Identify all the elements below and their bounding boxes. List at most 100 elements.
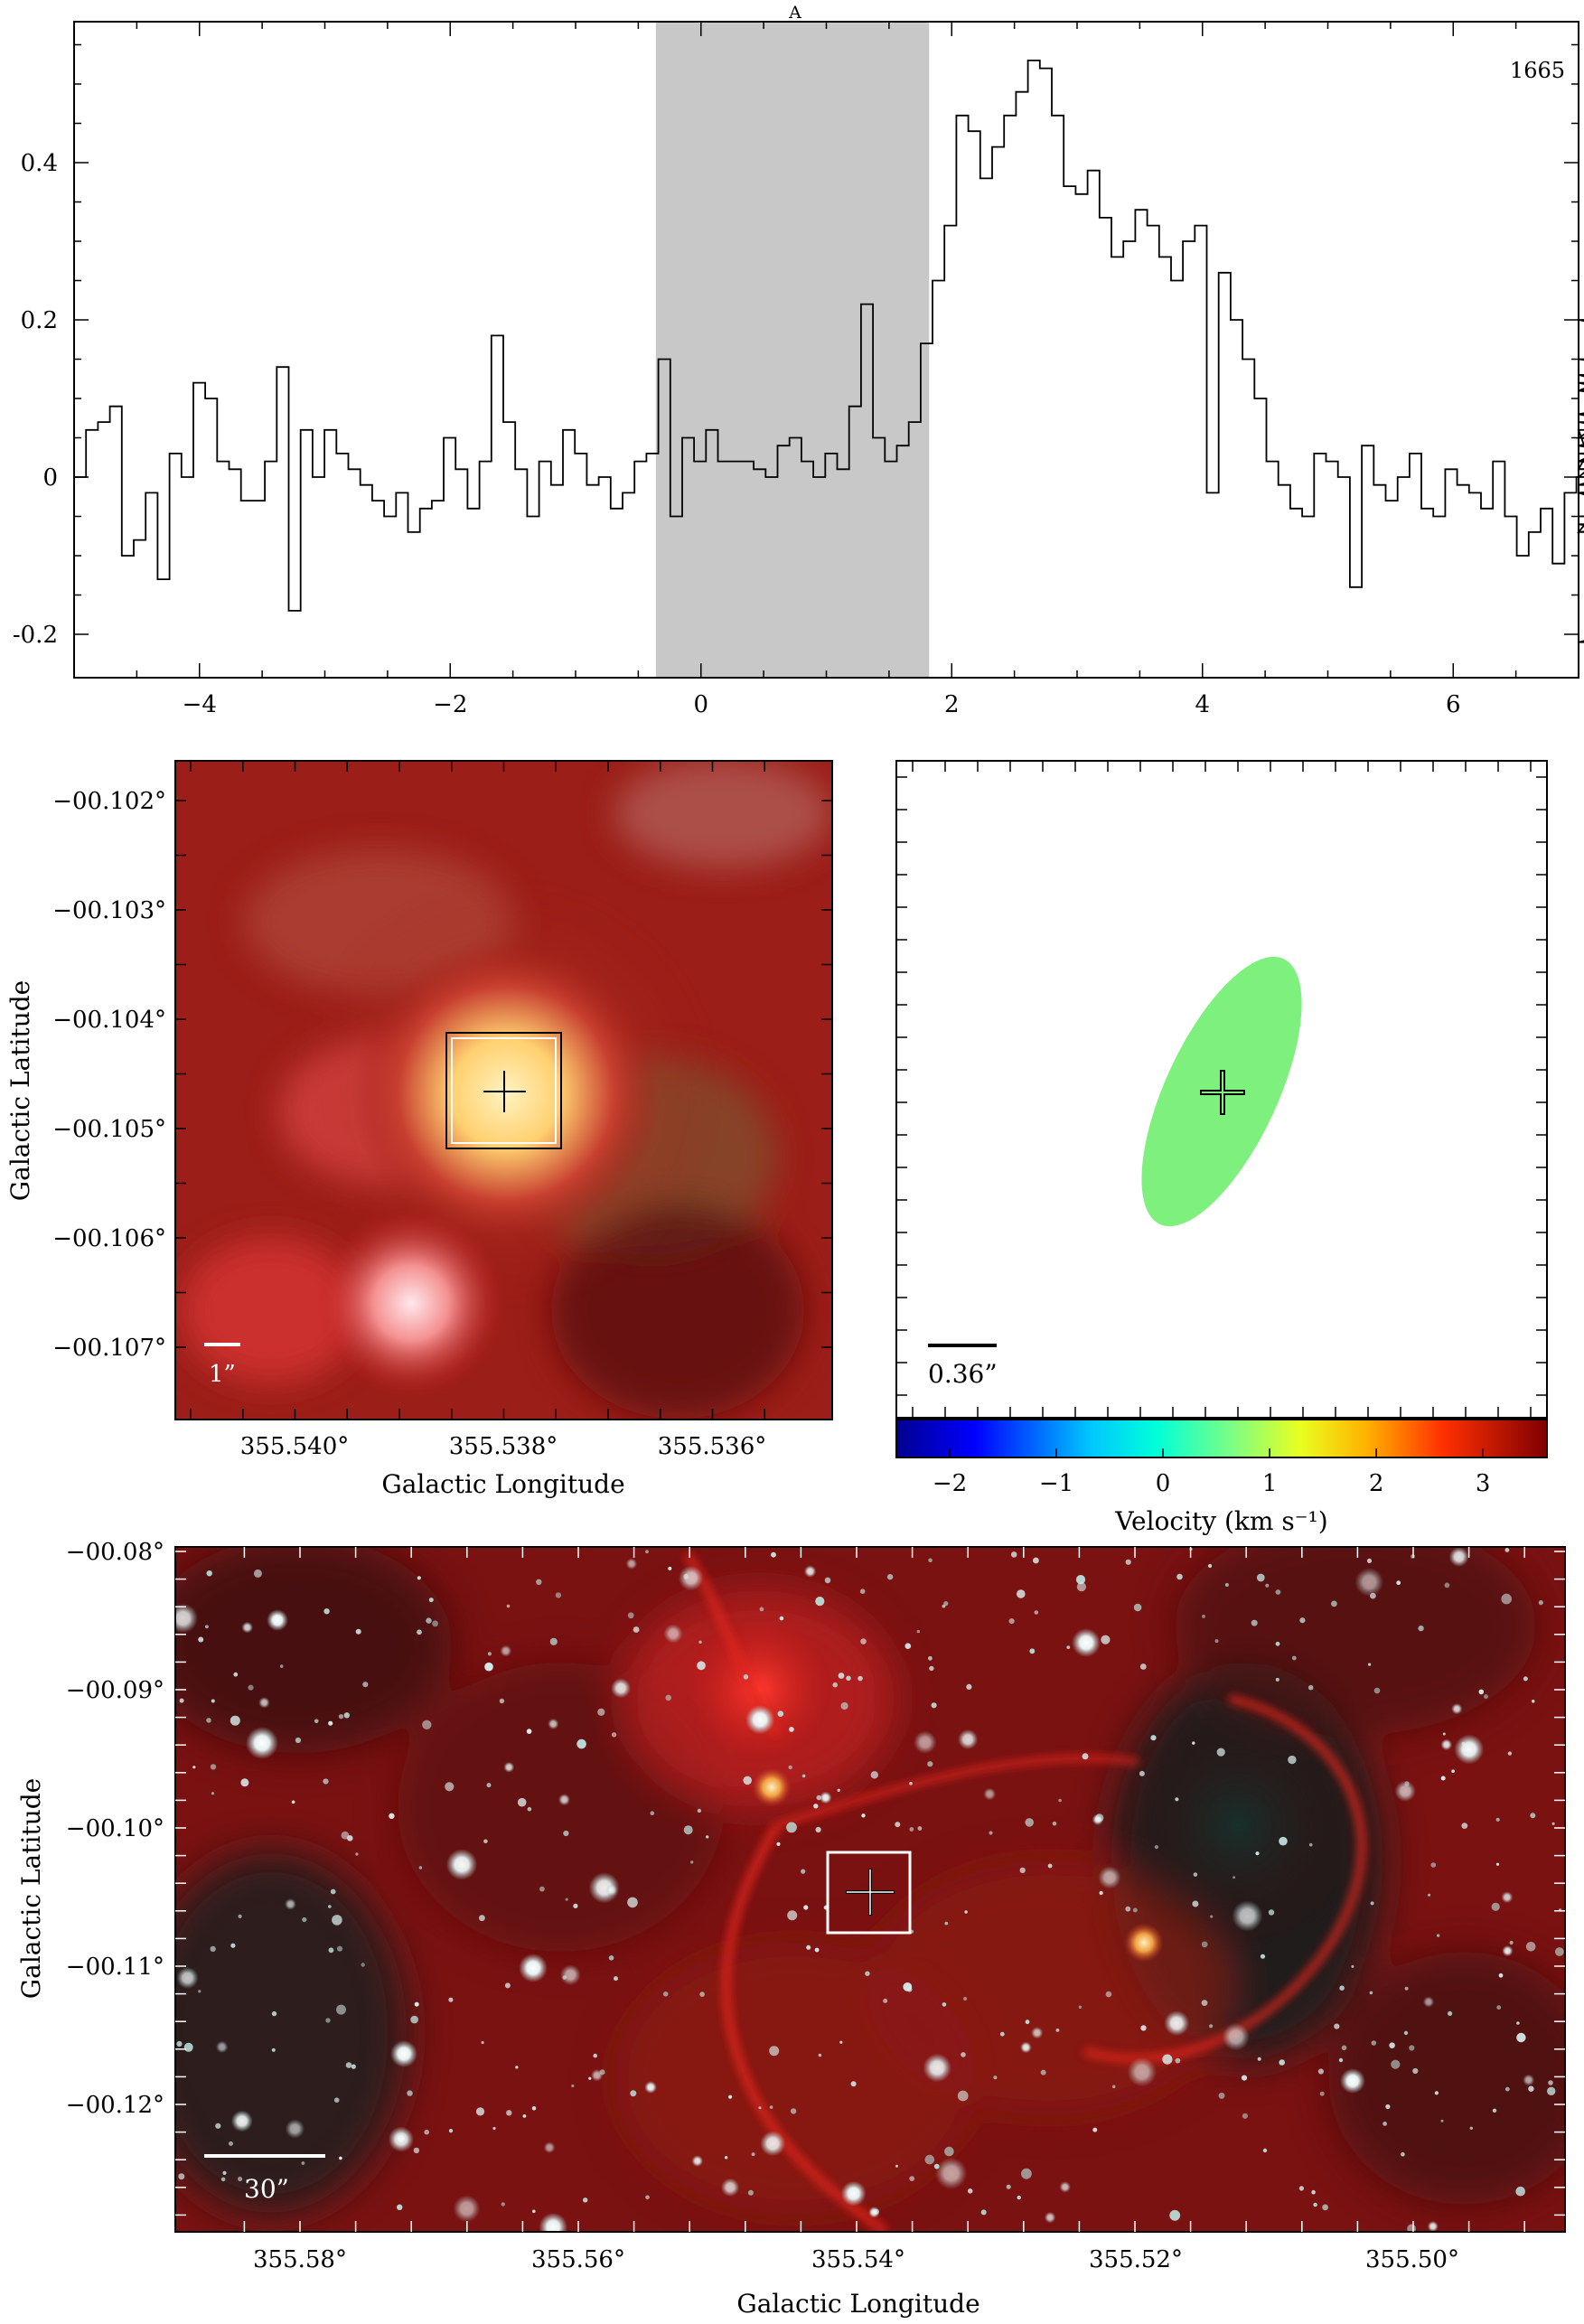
y-tick-label: −00.09° bbox=[66, 1677, 164, 1704]
star bbox=[355, 1628, 361, 1635]
star bbox=[362, 1682, 369, 1688]
star bbox=[1082, 1753, 1089, 1760]
star bbox=[548, 1718, 559, 1730]
velocity-map-panel: 0.36” −2 −1 0 1 2 3 Velocity (km s⁻¹) bbox=[895, 760, 1548, 1536]
star bbox=[769, 2105, 773, 2109]
star bbox=[1044, 2211, 1056, 2224]
star bbox=[192, 1766, 196, 1769]
star bbox=[1222, 2022, 1250, 2051]
y-tick-label: 0 bbox=[42, 464, 58, 492]
star bbox=[815, 1826, 821, 1833]
star bbox=[957, 2090, 969, 2102]
star bbox=[895, 1822, 901, 1828]
crosshair-marker bbox=[483, 1071, 526, 1112]
star bbox=[1422, 1996, 1435, 2008]
star bbox=[824, 1577, 831, 1584]
star bbox=[1210, 1915, 1214, 1918]
x-tick-label: 6 bbox=[1446, 691, 1461, 718]
star bbox=[883, 1998, 888, 2003]
x-tick-label: 4 bbox=[1195, 691, 1210, 718]
star bbox=[271, 2048, 276, 2052]
star bbox=[390, 2040, 417, 2067]
star bbox=[333, 2097, 340, 2103]
star bbox=[328, 1905, 332, 1908]
field-image-panel: 30” −00.08°−00.09°−00.10°−00.11°−00.12° … bbox=[16, 1539, 1566, 2319]
star bbox=[483, 1839, 488, 1844]
star bbox=[351, 2064, 356, 2069]
star bbox=[683, 1825, 693, 1835]
star bbox=[787, 1910, 798, 1921]
star bbox=[1101, 1635, 1111, 1645]
star bbox=[760, 2131, 786, 2157]
star bbox=[966, 1683, 972, 1690]
star bbox=[1021, 2168, 1032, 2179]
y-tick-label: 0.4 bbox=[21, 150, 58, 177]
star bbox=[336, 2004, 346, 2015]
star bbox=[769, 2046, 780, 2057]
star bbox=[519, 1954, 548, 1982]
star bbox=[1288, 1755, 1297, 1765]
star bbox=[1548, 2080, 1553, 2085]
star bbox=[211, 1699, 215, 1703]
star bbox=[850, 2081, 857, 2087]
star bbox=[895, 2164, 898, 2168]
colorbar-tick-label: 1 bbox=[1262, 1470, 1278, 1497]
star bbox=[914, 1730, 937, 1754]
star bbox=[1484, 1694, 1488, 1700]
star bbox=[338, 1714, 344, 1720]
star bbox=[1369, 1991, 1373, 1995]
star bbox=[206, 1570, 212, 1577]
star bbox=[413, 2147, 420, 2154]
star bbox=[720, 2178, 740, 2197]
star bbox=[1224, 1583, 1229, 1587]
x-tick-label: 355.540° bbox=[240, 1433, 350, 1460]
star bbox=[285, 1898, 296, 1910]
star bbox=[230, 1715, 240, 1726]
spectrum-line bbox=[74, 60, 1584, 643]
x-tick-label: 2 bbox=[944, 691, 960, 718]
star bbox=[1523, 2074, 1535, 2086]
star bbox=[1279, 1836, 1288, 1846]
star bbox=[506, 2110, 512, 2116]
star bbox=[448, 1997, 454, 2002]
star bbox=[230, 2110, 253, 2132]
star bbox=[790, 2108, 797, 2114]
crosshair-marker bbox=[1200, 1070, 1245, 1115]
star bbox=[1092, 2127, 1098, 2132]
star bbox=[1555, 1947, 1564, 1956]
star bbox=[1139, 1663, 1147, 1670]
star bbox=[388, 2126, 415, 2152]
x-tick-label: 355.536° bbox=[658, 1433, 767, 1460]
star bbox=[1020, 2041, 1032, 2054]
star bbox=[1469, 2126, 1474, 2130]
star bbox=[410, 2015, 418, 2024]
star bbox=[1010, 1551, 1017, 1558]
star bbox=[1162, 2054, 1173, 2065]
star bbox=[665, 1694, 671, 1701]
star bbox=[258, 1697, 270, 1709]
star bbox=[1132, 1907, 1138, 1913]
star bbox=[1504, 1548, 1510, 1552]
star bbox=[1105, 1991, 1112, 1998]
star bbox=[407, 2090, 413, 2096]
star bbox=[1078, 2005, 1083, 2009]
scale-bar-label: 1” bbox=[209, 1361, 236, 1388]
star bbox=[240, 1778, 249, 1787]
star bbox=[1454, 1734, 1485, 1765]
star bbox=[927, 1761, 933, 1767]
star bbox=[1501, 1593, 1512, 1605]
line-label: 1665 bbox=[1510, 58, 1565, 83]
star bbox=[1279, 2059, 1285, 2066]
star bbox=[1033, 1557, 1039, 1564]
x-tick-label: 355.52° bbox=[1089, 2246, 1183, 2273]
y-tick-label: −00.102° bbox=[52, 788, 166, 815]
star bbox=[1047, 1863, 1053, 1869]
colorbar-tick-labels: −2 −1 0 1 2 3 bbox=[933, 1470, 1491, 1497]
star bbox=[248, 1684, 254, 1691]
star bbox=[1440, 1738, 1453, 1751]
star bbox=[1502, 1944, 1514, 1957]
star bbox=[1175, 1797, 1179, 1802]
star bbox=[279, 1664, 284, 1668]
star bbox=[531, 2106, 537, 2111]
star bbox=[958, 1729, 979, 1750]
